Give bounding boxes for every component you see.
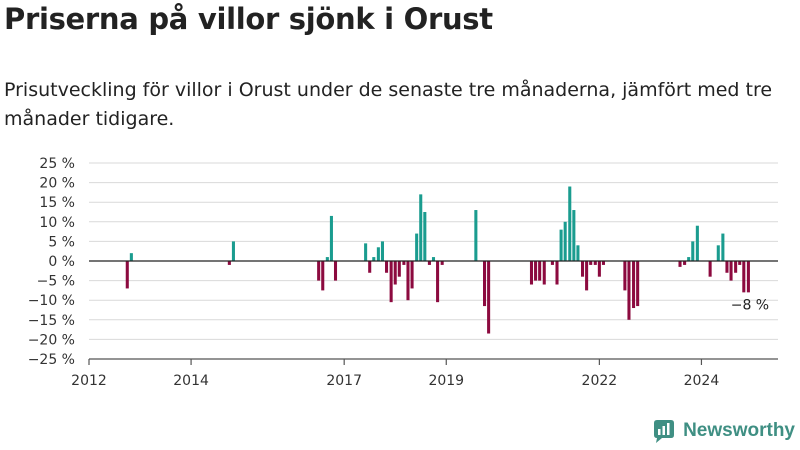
y-axis-tick-labels: 25 % 20 % 15 % 10 % 5 % 0 % −5 % −10 % −15 % −20 …: [28, 156, 75, 368]
x-tick-label: 2012: [71, 373, 107, 389]
x-tick-label: 2014: [173, 373, 209, 389]
bar: [440, 261, 444, 265]
bar: [368, 261, 372, 273]
page-subtitle: Prisutveckling för villor i Orust under …: [4, 79, 773, 130]
bar: [231, 241, 235, 261]
bar: [691, 241, 695, 261]
bar: [376, 247, 380, 261]
bar: [333, 261, 338, 281]
y-tick-label: −5 %: [37, 274, 75, 290]
y-tick-label: 20 %: [39, 176, 75, 192]
bars: [125, 186, 750, 334]
bar: [708, 261, 712, 277]
bar: [380, 241, 384, 261]
x-axis-ticks: 2012 2014 2017 2019 2022 2024: [71, 359, 719, 389]
bar: [419, 194, 423, 261]
bar: [423, 212, 427, 261]
bar: [729, 261, 733, 281]
bar: [325, 257, 329, 261]
x-tick-label: 2017: [326, 373, 362, 389]
y-tick-label: 15 %: [39, 195, 75, 211]
x-tick-label: 2024: [684, 373, 720, 389]
bar: [716, 245, 720, 261]
bar: [227, 261, 231, 265]
y-tick-label: −10 %: [28, 293, 75, 309]
bar: [436, 261, 440, 303]
bar: [385, 261, 389, 273]
bar: [389, 261, 393, 303]
bar: [683, 261, 687, 265]
bar-chart: 25 % 20 % 15 % 10 % 5 % 0 % −5 % −10 % −15 % −20 …: [28, 156, 778, 389]
bar: [738, 261, 742, 265]
bar: [427, 261, 431, 265]
bar: [585, 261, 589, 291]
bar: [329, 215, 333, 261]
bar: [687, 257, 691, 261]
y-tick-label: −25 %: [28, 352, 75, 368]
x-tick-label: 2022: [582, 373, 618, 389]
bar: [563, 221, 567, 261]
bar: [364, 243, 368, 261]
newsworthy-logo-icon: [654, 420, 675, 443]
y-tick-label: 25 %: [39, 156, 75, 172]
bar: [576, 245, 580, 261]
bar: [555, 261, 559, 285]
bar: [627, 261, 631, 320]
bar: [695, 225, 699, 261]
bar: [593, 261, 597, 265]
bar: [725, 261, 729, 273]
y-tick-label: −20 %: [28, 332, 75, 348]
bar: [538, 261, 542, 281]
bar: [597, 261, 601, 277]
bar: [402, 261, 406, 265]
bar: [632, 261, 636, 309]
bar: [623, 261, 627, 291]
x-tick-label: 2019: [428, 373, 464, 389]
latest-value-annotation: −8 %: [731, 297, 769, 313]
bar: [372, 257, 376, 261]
bar: [742, 261, 746, 293]
bar: [550, 261, 554, 265]
bar: [406, 261, 410, 301]
y-tick-label: 0 %: [48, 254, 75, 270]
bar: [589, 261, 593, 265]
bar: [601, 261, 605, 265]
bar: [129, 253, 133, 261]
bar: [431, 257, 436, 261]
bar: [529, 261, 534, 285]
bar: [474, 210, 478, 261]
y-tick-label: 5 %: [48, 234, 75, 250]
bar: [734, 261, 738, 273]
brand: Newsworthy: [651, 418, 795, 444]
bar: [559, 229, 563, 261]
bar: [415, 233, 419, 261]
bar: [542, 261, 546, 285]
bar: [568, 186, 572, 261]
bar: [125, 261, 129, 289]
y-tick-label: 10 %: [39, 215, 75, 231]
bar: [572, 210, 576, 261]
bar: [636, 261, 640, 307]
bar: [483, 261, 487, 307]
bar: [487, 261, 491, 334]
bar: [534, 261, 538, 281]
bar: [580, 261, 585, 277]
y-tick-label: −15 %: [28, 313, 75, 329]
bar: [746, 261, 750, 293]
page-title: Priserna på villor sjönk i Orust: [4, 2, 493, 36]
bar: [321, 261, 325, 291]
bar: [410, 261, 414, 289]
bar: [393, 261, 397, 285]
brand-name: Newsworthy: [683, 420, 795, 441]
bar: [397, 261, 401, 277]
bar: [317, 261, 321, 281]
bar: [721, 233, 725, 261]
bar: [678, 261, 682, 267]
